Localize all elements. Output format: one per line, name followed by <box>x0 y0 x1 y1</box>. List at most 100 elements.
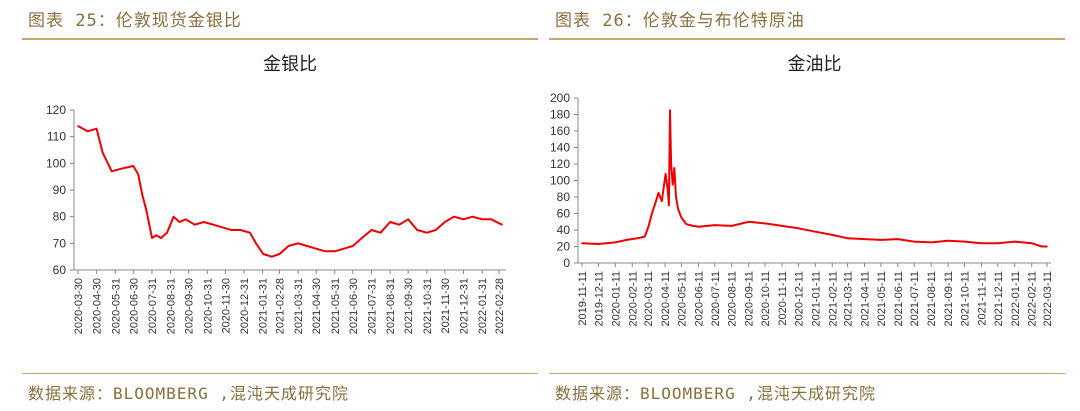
bottom-rule <box>22 373 538 374</box>
data-point <box>221 226 224 229</box>
gold-oil-ratio-chart: 金油比 0 20 40 60 80 100 120 140 160 180 200 2019-11-11… <box>550 54 1054 326</box>
data-point <box>675 196 677 198</box>
data-point <box>155 234 157 237</box>
data-point <box>1046 245 1048 248</box>
x-tick-label: 2020-03-11 <box>643 271 655 326</box>
x-tick-label: 2021-10-31 <box>422 278 434 334</box>
data-point <box>680 216 683 219</box>
data-point <box>669 109 671 112</box>
left-panel: 图表 25：伦敦现货金银比 金银比 60 70 80 90 100 110 120 2020-0… <box>22 0 538 411</box>
x-tick-label: 2020-12-11 <box>793 271 805 326</box>
data-point <box>297 242 299 245</box>
x-tick-label: 2020-11-30 <box>220 278 232 333</box>
series-line <box>581 109 1047 248</box>
x-tick-label: 2021-07-31 <box>366 278 378 334</box>
source-note: 数据来源：BLOOMBERG ,混沌天成研究院 <box>28 384 349 403</box>
data-point <box>444 221 446 223</box>
data-point <box>797 227 800 230</box>
data-point <box>673 167 676 169</box>
data-point <box>398 223 401 226</box>
x-tick-label: 2022-02-28 <box>494 278 506 334</box>
data-point <box>997 242 999 244</box>
data-point <box>160 237 162 239</box>
data-point <box>963 240 966 243</box>
data-point <box>120 167 123 170</box>
data-point <box>132 165 135 167</box>
x-tick-label: 2020-10-11 <box>760 271 772 326</box>
gold-silver-ratio-chart: 金银比 60 70 80 90 100 110 120 2020-03-30 2020-04-30… <box>46 54 506 334</box>
data-point <box>95 127 98 130</box>
x-tick-label: 2021-11-11 <box>976 271 988 326</box>
x-tick-label: 2020-06-30 <box>128 278 140 334</box>
data-point <box>747 221 750 223</box>
data-point <box>897 238 899 240</box>
x-tick-label: 2020-06-11 <box>693 271 705 326</box>
data-point <box>255 242 257 245</box>
x-tick-label: 2020-05-11 <box>676 271 688 326</box>
x-tick-label: 2021-02-11 <box>827 271 839 326</box>
data-point <box>626 239 628 241</box>
x-tick-label: 2021-05-11 <box>876 271 888 326</box>
data-point <box>315 247 318 250</box>
data-point <box>166 231 168 234</box>
x-tick-label: 2021-01-11 <box>810 271 822 326</box>
data-point <box>644 235 646 238</box>
x-tick-label: 2020-04-30 <box>92 278 104 334</box>
source-note: 数据来源：BLOOMBERG ,混沌天成研究院 <box>555 384 876 403</box>
x-tick-label: 2020-12-31 <box>239 278 251 334</box>
data-point <box>657 192 660 194</box>
data-point <box>334 250 336 253</box>
data-point <box>481 218 484 221</box>
x-tick-label: 2020-04-11 <box>660 271 672 326</box>
x-tick-label: 2021-10-11 <box>959 271 971 326</box>
x-tick-label: 2020-01-11 <box>610 271 622 326</box>
data-point <box>471 215 474 218</box>
data-point <box>262 253 264 255</box>
data-point <box>947 239 949 242</box>
data-point <box>426 231 428 234</box>
y-tick-label: 100 <box>550 174 570 188</box>
y-tick-label: 80 <box>53 210 67 224</box>
y-tick-label: 60 <box>557 207 571 221</box>
data-point <box>668 204 670 207</box>
data-point <box>77 125 79 127</box>
data-point <box>647 225 650 227</box>
data-point <box>913 240 915 243</box>
data-point <box>930 241 932 244</box>
data-point <box>1014 240 1016 243</box>
data-point <box>416 229 419 231</box>
data-point <box>980 242 983 244</box>
x-tick-label: 2021-06-11 <box>893 271 905 326</box>
right-panel: 图表 26：伦敦金与布伦特原油 金油比 0 20 40 60 80 100 120 140 160… <box>549 0 1065 411</box>
data-point <box>1040 245 1043 248</box>
x-tick-label: 2021-02-28 <box>274 278 286 334</box>
data-point <box>697 225 700 228</box>
x-tick-label: 2020-09-11 <box>744 271 756 326</box>
x-tick-label: 2020-07-11 <box>710 271 722 326</box>
x-tick-label: 2021-03-11 <box>843 271 855 326</box>
data-point <box>145 210 148 213</box>
x-tick-label: 2021-07-11 <box>909 271 921 326</box>
data-point <box>661 200 663 202</box>
y-tick-label: 160 <box>550 124 570 138</box>
y-tick-label: 120 <box>550 157 570 171</box>
x-tick-label: 2020-10-31 <box>202 278 214 334</box>
data-point <box>501 223 503 226</box>
data-point <box>453 215 455 218</box>
data-point <box>651 212 653 215</box>
data-point <box>685 223 688 225</box>
x-tick-label: 2021-06-30 <box>348 278 360 334</box>
data-point <box>462 218 465 221</box>
data-point <box>764 222 766 225</box>
data-point <box>597 243 600 245</box>
y-tick-label: 60 <box>53 263 67 277</box>
x-tick-label: 2022-01-11 <box>1010 271 1022 326</box>
data-point <box>880 239 882 241</box>
data-point <box>1030 242 1033 244</box>
data-point <box>614 241 617 244</box>
x-tick-label: 2021-04-11 <box>859 271 871 326</box>
x-tick-label: 2020-05-31 <box>110 278 122 334</box>
data-point <box>151 237 153 239</box>
x-tick-label: 2022-01-31 <box>477 278 489 334</box>
x-tick-label: 2021-04-30 <box>311 278 323 334</box>
